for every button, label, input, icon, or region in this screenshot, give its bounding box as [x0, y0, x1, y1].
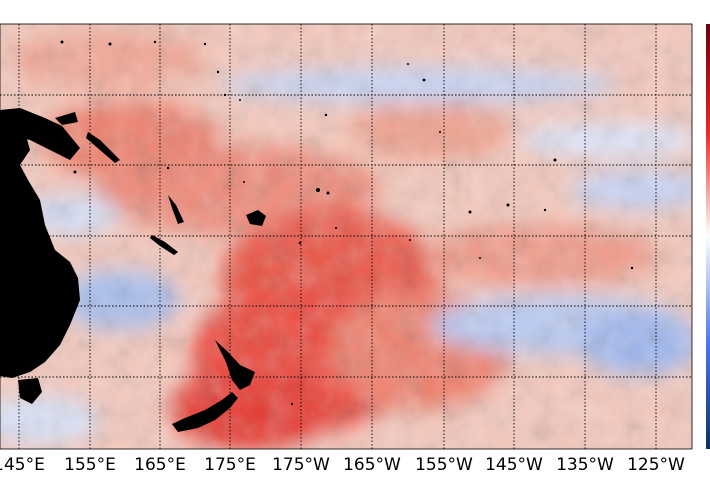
colorbar [706, 24, 710, 449]
new-caledonia-land [150, 235, 178, 255]
fiji-land [246, 210, 266, 226]
longitude-label: 165°W [343, 455, 401, 473]
solomon-islands-land [86, 132, 120, 163]
new-britain-land [55, 112, 78, 125]
small-islands [60, 40, 634, 406]
australia-land [0, 120, 80, 378]
longitude-label: 165°E [134, 455, 186, 473]
papua-new-guinea-land [0, 108, 80, 160]
longitude-label: 155°E [64, 455, 116, 473]
longitude-label: 175°E [204, 455, 256, 473]
tasmania-land [18, 378, 42, 404]
longitude-label: 135°W [556, 455, 614, 473]
longitude-label: 125°W [627, 455, 685, 473]
anomaly-field [0, 24, 692, 449]
plot-frame [0, 23, 693, 450]
longitude-labels: 145°E 155°E 165°E 175°E 175°W 165°W 155°W 145°W… [0, 455, 685, 475]
vanuatu-land [168, 195, 184, 224]
longitude-label: 175°W [272, 455, 330, 473]
longitude-label: 155°W [415, 455, 473, 473]
graticule [0, 24, 692, 449]
new-zealand-south-island [172, 392, 238, 432]
longitude-label: 145°W [485, 455, 543, 473]
new-zealand-north-island [215, 340, 255, 390]
longitude-label: 145°E [0, 455, 45, 473]
